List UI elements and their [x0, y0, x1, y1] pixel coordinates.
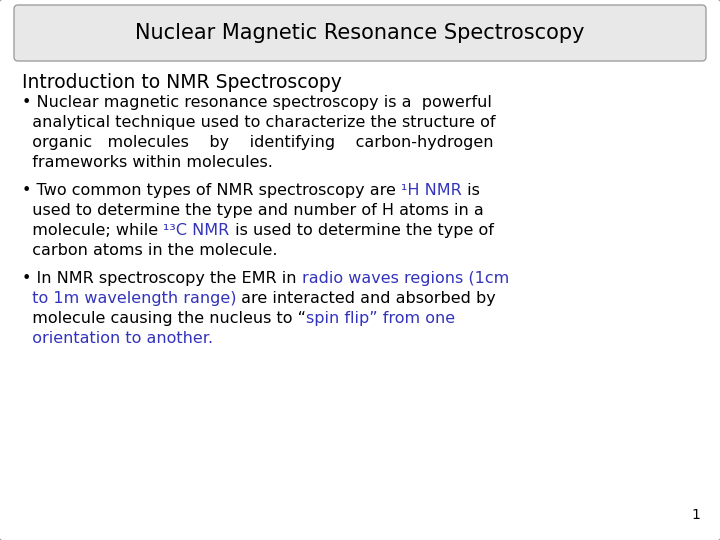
- Text: molecule; while: molecule; while: [22, 223, 163, 238]
- Text: • Two common types of NMR spectroscopy are: • Two common types of NMR spectroscopy a…: [22, 183, 401, 198]
- Text: is: is: [462, 183, 480, 198]
- Text: • In NMR spectroscopy the EMR in: • In NMR spectroscopy the EMR in: [22, 271, 302, 286]
- Text: analytical technique used to characterize the structure of: analytical technique used to characteriz…: [22, 115, 495, 130]
- Text: Nuclear Magnetic Resonance Spectroscopy: Nuclear Magnetic Resonance Spectroscopy: [135, 23, 585, 43]
- Text: spin flip” from one: spin flip” from one: [306, 311, 455, 326]
- Text: ¹³C NMR: ¹³C NMR: [163, 223, 230, 238]
- Text: organic   molecules    by    identifying    carbon-hydrogen: organic molecules by identifying carbon-…: [22, 135, 493, 150]
- Text: used to determine the type and number of H atoms in a: used to determine the type and number of…: [22, 203, 484, 218]
- Text: are interacted and absorbed by: are interacted and absorbed by: [236, 291, 496, 306]
- Text: • Nuclear magnetic resonance spectroscopy is a  powerful: • Nuclear magnetic resonance spectroscop…: [22, 95, 492, 110]
- Text: orientation to another.: orientation to another.: [22, 331, 213, 346]
- Text: ¹H NMR: ¹H NMR: [401, 183, 462, 198]
- Text: is used to determine the type of: is used to determine the type of: [230, 223, 493, 238]
- Text: Introduction to NMR Spectroscopy: Introduction to NMR Spectroscopy: [22, 73, 342, 92]
- Text: molecule causing the nucleus to “: molecule causing the nucleus to “: [22, 311, 306, 326]
- Text: radio waves regions (1cm: radio waves regions (1cm: [302, 271, 509, 286]
- Text: carbon atoms in the molecule.: carbon atoms in the molecule.: [22, 243, 277, 258]
- FancyBboxPatch shape: [14, 5, 706, 61]
- Text: to 1m wavelength range): to 1m wavelength range): [22, 291, 236, 306]
- Text: frameworks within molecules.: frameworks within molecules.: [22, 155, 273, 170]
- Text: 1: 1: [691, 508, 700, 522]
